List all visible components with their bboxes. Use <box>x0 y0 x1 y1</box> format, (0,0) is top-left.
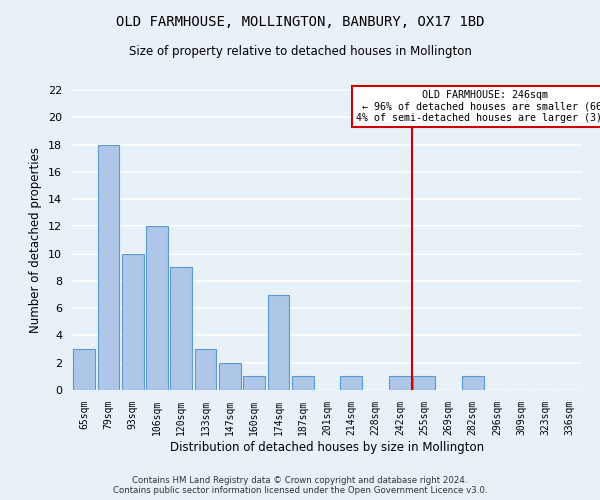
Bar <box>73 349 95 390</box>
Bar <box>97 144 119 390</box>
Text: OLD FARMHOUSE, MOLLINGTON, BANBURY, OX17 1BD: OLD FARMHOUSE, MOLLINGTON, BANBURY, OX17… <box>116 15 484 29</box>
Text: Size of property relative to detached houses in Mollington: Size of property relative to detached ho… <box>128 45 472 58</box>
Text: Contains HM Land Registry data © Crown copyright and database right 2024.
Contai: Contains HM Land Registry data © Crown c… <box>113 476 487 495</box>
Bar <box>340 376 362 390</box>
X-axis label: Distribution of detached houses by size in Mollington: Distribution of detached houses by size … <box>170 440 484 454</box>
Bar <box>194 349 217 390</box>
Y-axis label: Number of detached properties: Number of detached properties <box>29 147 43 333</box>
Bar <box>462 376 484 390</box>
Bar <box>219 362 241 390</box>
Bar <box>122 254 143 390</box>
Bar <box>413 376 435 390</box>
Bar <box>292 376 314 390</box>
Bar <box>389 376 411 390</box>
Bar <box>170 268 192 390</box>
Bar <box>268 294 289 390</box>
Text: OLD FARMHOUSE: 246sqm
← 96% of detached houses are smaller (66)
4% of semi-detac: OLD FARMHOUSE: 246sqm ← 96% of detached … <box>356 90 600 123</box>
Bar <box>146 226 168 390</box>
Bar <box>243 376 265 390</box>
